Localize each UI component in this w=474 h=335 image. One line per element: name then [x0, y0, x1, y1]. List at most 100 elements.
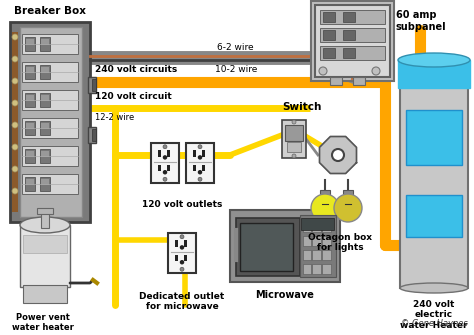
Bar — [12, 32, 18, 212]
Bar — [343, 30, 355, 40]
Text: 60 amp
subpanel: 60 amp subpanel — [396, 10, 447, 31]
Bar — [25, 149, 35, 163]
Bar — [26, 123, 34, 129]
Text: Switch: Switch — [282, 102, 321, 112]
Bar — [40, 121, 50, 135]
Circle shape — [12, 166, 18, 172]
Bar — [193, 165, 196, 172]
Bar — [312, 236, 321, 246]
Bar — [37, 208, 53, 214]
Bar — [167, 150, 170, 156]
Bar — [41, 210, 49, 228]
Bar — [343, 48, 355, 58]
Bar — [193, 150, 196, 156]
Circle shape — [311, 194, 339, 222]
Circle shape — [163, 170, 167, 175]
Bar — [25, 37, 35, 51]
Bar — [167, 165, 170, 172]
Bar — [320, 10, 385, 24]
Bar — [22, 34, 78, 54]
Circle shape — [180, 260, 184, 264]
Bar — [23, 235, 67, 253]
Bar — [312, 250, 321, 260]
Bar — [320, 190, 330, 197]
Text: Breaker Box: Breaker Box — [14, 6, 86, 16]
Bar — [158, 165, 161, 172]
Bar — [320, 46, 385, 60]
Bar — [315, 5, 390, 77]
Bar — [322, 222, 331, 232]
Circle shape — [319, 67, 327, 75]
Bar — [202, 165, 205, 172]
Bar — [186, 143, 214, 183]
Bar — [406, 110, 462, 165]
Bar — [302, 250, 311, 260]
Bar — [322, 236, 331, 246]
Bar — [158, 150, 161, 156]
Bar — [330, 77, 342, 85]
Bar — [282, 120, 306, 158]
Circle shape — [292, 154, 296, 158]
Bar — [230, 210, 340, 282]
Text: 120 volt circuit: 120 volt circuit — [95, 92, 172, 101]
Bar — [40, 65, 50, 79]
Circle shape — [198, 170, 202, 175]
Text: 10-2 wire: 10-2 wire — [215, 65, 257, 74]
Bar — [312, 264, 321, 274]
Circle shape — [163, 145, 167, 149]
Bar — [175, 255, 178, 261]
Text: Dedicated outlet
for microwave: Dedicated outlet for microwave — [139, 292, 225, 312]
Bar — [88, 77, 96, 93]
Circle shape — [292, 120, 296, 124]
Bar — [322, 264, 331, 274]
Bar — [322, 250, 331, 260]
Bar — [398, 60, 470, 88]
Bar — [40, 37, 50, 51]
Bar — [343, 190, 353, 197]
Circle shape — [198, 155, 202, 160]
Circle shape — [334, 194, 362, 222]
Bar — [240, 223, 293, 271]
Circle shape — [12, 34, 18, 40]
Text: Octagon box
for lights: Octagon box for lights — [308, 233, 372, 252]
Bar — [400, 60, 468, 288]
Circle shape — [12, 78, 18, 84]
Bar — [41, 39, 49, 45]
Text: 240 volt circuits: 240 volt circuits — [95, 65, 177, 74]
Bar — [23, 285, 67, 303]
Bar — [202, 150, 205, 156]
Bar — [25, 177, 35, 191]
Bar — [20, 225, 70, 287]
Bar — [301, 218, 335, 230]
Bar — [184, 255, 187, 261]
Circle shape — [163, 177, 167, 181]
Bar — [184, 241, 187, 247]
Circle shape — [372, 67, 380, 75]
Bar — [236, 218, 300, 276]
Bar — [151, 143, 179, 183]
Bar — [343, 12, 355, 22]
Circle shape — [12, 122, 18, 128]
Bar — [26, 39, 34, 45]
Bar — [22, 174, 78, 194]
Circle shape — [332, 149, 344, 161]
Bar — [353, 77, 365, 85]
Bar — [26, 67, 34, 73]
Text: Microwave: Microwave — [255, 290, 314, 300]
Bar — [302, 264, 311, 274]
Bar — [20, 27, 82, 217]
Circle shape — [180, 235, 184, 239]
Bar — [302, 222, 311, 232]
Bar — [26, 151, 34, 157]
Text: © Gene Haynes: © Gene Haynes — [401, 319, 468, 328]
Bar — [92, 79, 96, 91]
Ellipse shape — [400, 283, 468, 293]
Bar — [41, 95, 49, 101]
Bar — [323, 30, 335, 40]
Bar — [285, 125, 303, 141]
Bar — [301, 215, 336, 277]
Bar — [88, 127, 96, 143]
Bar — [323, 12, 335, 22]
Bar — [25, 65, 35, 79]
Ellipse shape — [20, 217, 70, 233]
